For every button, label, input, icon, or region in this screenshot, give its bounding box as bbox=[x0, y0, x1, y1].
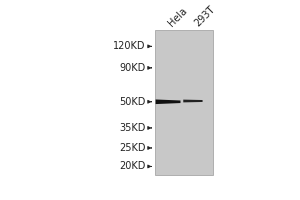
Text: 25KD: 25KD bbox=[119, 143, 146, 153]
Polygon shape bbox=[183, 100, 202, 102]
Text: 50KD: 50KD bbox=[119, 97, 146, 107]
Text: 20KD: 20KD bbox=[119, 161, 146, 171]
Text: 90KD: 90KD bbox=[119, 63, 146, 73]
Text: 120KD: 120KD bbox=[113, 41, 146, 51]
FancyBboxPatch shape bbox=[155, 30, 213, 175]
Polygon shape bbox=[156, 99, 181, 104]
Text: 293T: 293T bbox=[192, 4, 216, 29]
Text: 35KD: 35KD bbox=[119, 123, 146, 133]
Text: Hela: Hela bbox=[167, 6, 189, 29]
